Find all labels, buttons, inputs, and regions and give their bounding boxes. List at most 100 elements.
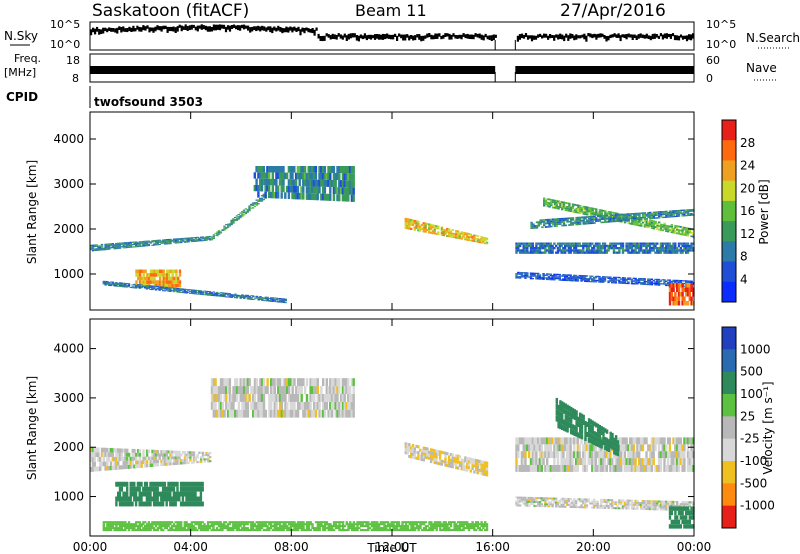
power-echo-cell [92, 247, 94, 248]
velocity-echo-cell [412, 444, 414, 447]
power-echo-cell [687, 243, 689, 245]
power-echo-cell [175, 270, 177, 274]
velocity-echo-cell [326, 402, 328, 410]
nsky-trace [477, 34, 479, 38]
power-echo-cell [536, 227, 538, 229]
nsky-trace [189, 25, 191, 30]
nsky-trace [110, 28, 112, 32]
velocity-echo-cell [103, 457, 105, 462]
velocity-echo-cell [189, 459, 191, 462]
velocity-echo-cell [281, 402, 283, 410]
nsky-trace [267, 26, 269, 30]
velocity-echo-cell [144, 457, 146, 461]
nsky-trace [193, 25, 195, 28]
nsky-trace [183, 26, 185, 30]
power-echo-cell [318, 187, 320, 194]
velocity-echo-cell [247, 523, 249, 525]
velocity-echo-cell [423, 523, 425, 525]
power-echo-cell [546, 275, 548, 276]
nsky-trace [289, 27, 291, 31]
power-echo-cell [604, 278, 606, 279]
power-echo-cell [615, 282, 617, 283]
power-echo-cell [254, 206, 256, 207]
nsky-trace [481, 35, 483, 40]
nsky-trace [430, 35, 432, 40]
power-echo-cell [570, 252, 572, 254]
power-echo-cell [146, 243, 148, 244]
power-echo-cell [658, 217, 660, 218]
nsky-trace [334, 34, 336, 39]
power-echo-cell [565, 225, 567, 227]
power-echo-cell [564, 252, 566, 254]
velocity-echo-cell [416, 523, 418, 525]
power-echo-cell [649, 252, 651, 254]
power-echo-cell [649, 280, 651, 281]
power-echo-cell [353, 173, 355, 180]
velocity-echo-cell [126, 492, 128, 497]
power-echo-cell [609, 277, 611, 278]
power-echo-cell [338, 194, 340, 201]
power-echo-cell [315, 173, 317, 180]
nsky-trace [475, 33, 477, 37]
power-echo-cell [169, 289, 171, 290]
power-echo-cell [678, 215, 680, 216]
power-echo-cell [586, 214, 588, 216]
velocity-echo-cell [214, 378, 216, 386]
power-echo-cell [559, 278, 561, 279]
power-echo-cell [537, 273, 539, 274]
power-echo-cell [410, 228, 412, 230]
power-echo-cell [566, 219, 568, 221]
nsky-trace [209, 26, 211, 32]
velocity-echo-cell [270, 523, 272, 525]
power-echo-cell [223, 230, 225, 231]
velocity-echo-cell [149, 529, 151, 531]
velocity-echo-cell [308, 527, 310, 529]
power-echo-cell [671, 224, 673, 226]
velocity-echo-cell [266, 378, 268, 386]
power-echo-cell [627, 281, 629, 282]
nsky-trace [316, 28, 318, 31]
nsky-trace [156, 25, 158, 30]
nsky-trace [644, 35, 646, 39]
power-echo-cell [665, 211, 667, 212]
velocity-echo-cell [252, 521, 254, 523]
power-echo-cell [663, 223, 665, 225]
nsky-trace [177, 26, 179, 32]
power-colorbar-tick-label: 12 [740, 227, 755, 241]
power-echo-cell [613, 249, 615, 251]
velocity-echo-cell [238, 527, 240, 529]
power-echo-cell [618, 277, 620, 278]
nsky-trace [281, 28, 283, 33]
velocity-echo-cell [486, 523, 488, 525]
nsky-trace [253, 26, 255, 30]
power-colorbar-tick-label: 20 [740, 181, 755, 195]
power-echo-cell [329, 187, 331, 194]
velocity-echo-cell [112, 453, 114, 457]
power-echo-cell [644, 212, 646, 214]
power-echo-cell [601, 213, 603, 215]
nsky-trace [495, 35, 497, 38]
velocity-echo-cell [196, 456, 198, 458]
velocity-echo-cell [115, 525, 117, 527]
power-echo-cell [259, 296, 261, 297]
power-echo-cell [153, 277, 155, 281]
velocity-echo-cell [346, 521, 348, 523]
power-echo-cell [644, 280, 646, 281]
velocity-echo-cell [252, 527, 254, 529]
power-echo-cell [595, 281, 597, 282]
nsky-trace [338, 33, 340, 37]
nsky-trace [458, 35, 460, 39]
velocity-echo-cell [164, 482, 166, 487]
velocity-echo-cell [436, 527, 438, 529]
power-echo-cell [477, 235, 479, 237]
nsky-trace [577, 35, 579, 38]
velocity-echo-cell [155, 457, 157, 460]
velocity-echo-cell [462, 529, 464, 531]
velocity-echo-cell [284, 394, 286, 402]
power-echo-cell [247, 295, 249, 296]
velocity-echo-cell [126, 487, 128, 492]
power-echo-cell [486, 238, 488, 239]
power-echo-cell [285, 299, 287, 300]
power-echo-cell [649, 212, 651, 214]
power-echo-cell [236, 220, 238, 221]
